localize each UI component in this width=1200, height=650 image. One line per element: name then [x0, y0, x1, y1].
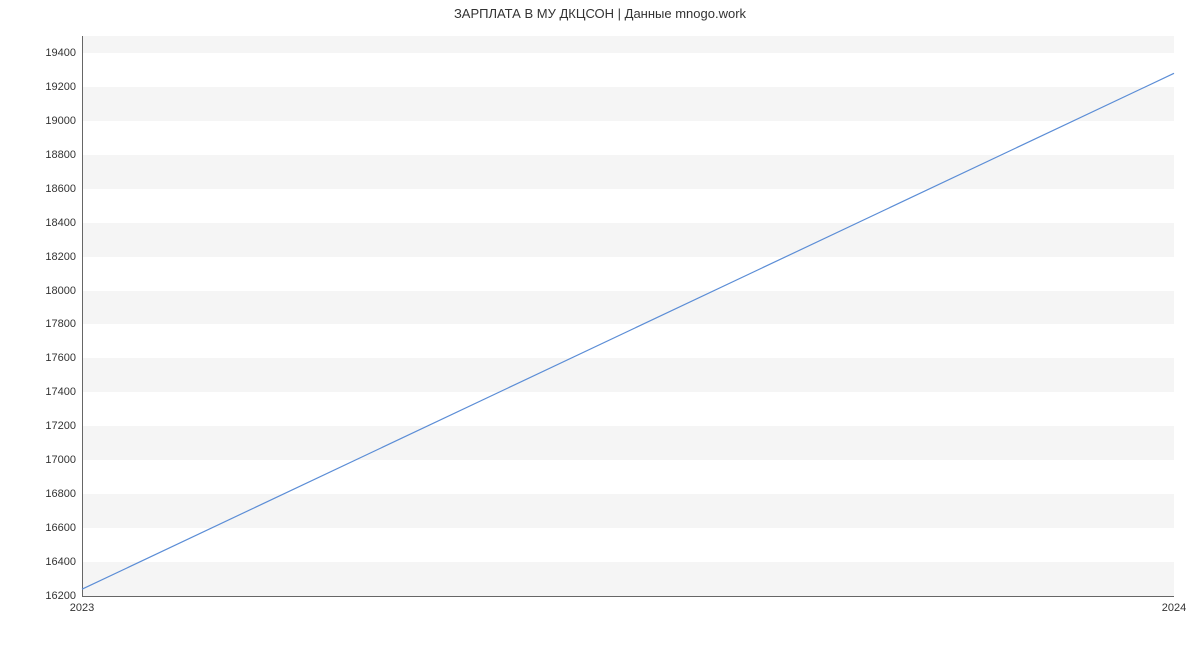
y-tick-label: 19400 — [45, 47, 76, 59]
chart-title: ЗАРПЛАТА В МУ ДКЦСОН | Данные mnogo.work — [0, 6, 1200, 21]
salary-line-chart: ЗАРПЛАТА В МУ ДКЦСОН | Данные mnogo.work… — [0, 0, 1200, 650]
y-tick-label: 16400 — [45, 556, 76, 568]
x-tick-label: 2023 — [70, 602, 94, 614]
x-axis-line — [82, 596, 1174, 597]
y-tick-label: 16800 — [45, 488, 76, 500]
y-tick-label: 19000 — [45, 115, 76, 127]
y-tick-label: 18600 — [45, 183, 76, 195]
y-tick-label: 18800 — [45, 149, 76, 161]
series-layer — [82, 36, 1174, 596]
y-tick-label: 18400 — [45, 217, 76, 229]
plot-area: 1620016400166001680017000172001740017600… — [82, 36, 1174, 596]
y-tick-label: 19200 — [45, 81, 76, 93]
y-tick-label: 17200 — [45, 420, 76, 432]
y-tick-label: 18200 — [45, 251, 76, 263]
y-tick-label: 17800 — [45, 318, 76, 330]
x-tick-label: 2024 — [1162, 602, 1186, 614]
y-tick-label: 17000 — [45, 454, 76, 466]
y-tick-label: 16600 — [45, 522, 76, 534]
series-line-salary — [82, 73, 1174, 589]
y-tick-label: 17600 — [45, 352, 76, 364]
y-tick-label: 16200 — [45, 590, 76, 602]
y-tick-label: 17400 — [45, 386, 76, 398]
y-tick-label: 18000 — [45, 285, 76, 297]
